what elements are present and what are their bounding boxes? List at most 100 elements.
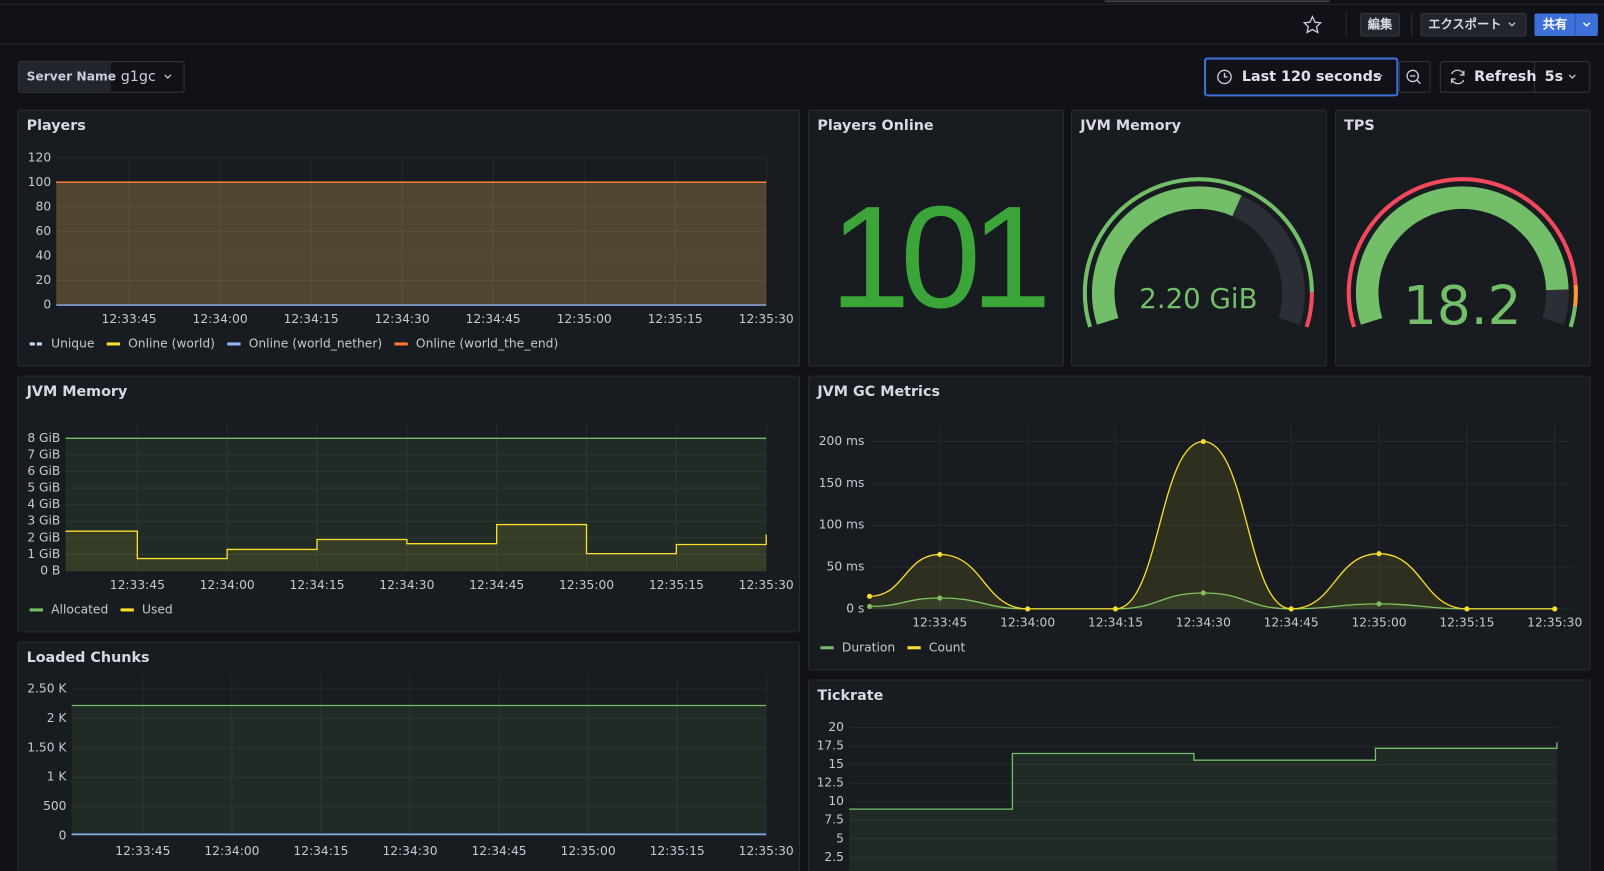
point — [1112, 606, 1119, 612]
y-tick-label: 7.5 — [824, 813, 844, 827]
zoom-out-button[interactable] — [1398, 61, 1431, 93]
x-tick-label: 12:35:00 — [1351, 616, 1406, 630]
y-tick-label: 50 ms — [827, 560, 865, 574]
gauge-threshold — [1573, 284, 1578, 307]
x-tick-label: 12:35:00 — [561, 844, 616, 858]
x-tick-label: 12:34:15 — [1088, 616, 1143, 630]
refresh-label: Refresh — [1474, 69, 1536, 85]
legend-label: Online (world) — [128, 336, 215, 350]
chevron — [1508, 22, 1516, 27]
x-tick-label: 12:35:00 — [559, 578, 614, 592]
x-tick-label: 12:34:45 — [1264, 616, 1319, 630]
point — [1376, 601, 1382, 607]
clock-icon — [1217, 69, 1232, 85]
y-tick-label: 5 GiB — [27, 481, 60, 495]
y-tick-label: 2 K — [47, 711, 68, 725]
x-tick-label: 12:33:45 — [115, 844, 170, 858]
zoom-icon — [1406, 69, 1419, 83]
y-tick-label: 200 ms — [819, 434, 865, 448]
y-tick-label: 80 — [36, 199, 52, 213]
share-button[interactable] — [1534, 13, 1598, 37]
share-menu-chevron[interactable] — [1583, 22, 1591, 27]
y-tick-label: 1 K — [47, 770, 68, 784]
area — [65, 438, 767, 572]
y-tick-label: 20 — [828, 720, 844, 734]
y-tick-label: 7 GiB — [27, 447, 60, 461]
y-tick-label: 150 ms — [819, 476, 865, 490]
y-tick-label: 6 GiB — [27, 464, 60, 478]
y-tick-label: 2.5 — [824, 850, 844, 864]
y-tick-label: 0 — [59, 828, 67, 842]
y-tick-label: 0 — [43, 298, 51, 312]
chevron — [1375, 74, 1383, 79]
y-tick-label: 10 — [828, 794, 844, 808]
panel-title: JVM GC Metrics — [816, 384, 940, 400]
gauge-value — [1092, 186, 1242, 325]
y-tick-label: 1.50 K — [27, 740, 67, 754]
x-tick-label: 12:35:30 — [739, 312, 794, 326]
x-tick-label: 12:35:30 — [1527, 616, 1582, 630]
gauge-threshold — [1082, 177, 1314, 328]
x-tick-label: 12:34:15 — [284, 312, 339, 326]
x-tick-label: 12:34:00 — [204, 844, 259, 858]
x-tick-label: 12:34:45 — [466, 312, 521, 326]
legend-label: Unique — [51, 336, 94, 350]
time-picker[interactable] — [1204, 57, 1399, 97]
x-tick-label: 12:35:30 — [739, 844, 794, 858]
y-tick-label: 100 — [28, 175, 51, 189]
y-tick-label: 15 — [828, 757, 844, 771]
area — [56, 182, 767, 306]
clock-hands — [1223, 72, 1228, 78]
x-tick-label: 12:34:30 — [375, 312, 430, 326]
area — [849, 742, 1557, 871]
area — [869, 592, 1555, 609]
chevron — [1568, 74, 1576, 79]
x-tick-label: 12:34:15 — [293, 844, 348, 858]
y-tick-label: 5 — [836, 831, 844, 845]
time-range: Last 120 seconds — [1242, 69, 1381, 85]
y-tick-label: 0 B — [40, 564, 60, 578]
legend-label: Count — [929, 640, 966, 654]
x-tick-label: 12:35:15 — [650, 844, 705, 858]
x-tick-label: 12:34:00 — [200, 578, 255, 592]
refresh-icon — [1450, 69, 1465, 85]
panel — [808, 109, 1064, 367]
chevron — [164, 74, 172, 79]
panel-title: Players Online — [817, 118, 934, 134]
area — [56, 182, 767, 306]
y-tick-label: 2 GiB — [27, 530, 60, 544]
star-button[interactable] — [1302, 14, 1323, 34]
panel-title: TPS — [1344, 118, 1375, 134]
area — [869, 441, 1555, 609]
point — [937, 595, 943, 601]
point — [1200, 438, 1206, 445]
refresh-interval: 5s — [1545, 69, 1563, 85]
export-button[interactable] — [1420, 13, 1527, 37]
y-tick-label: 100 ms — [819, 518, 865, 532]
x-tick-label: 12:35:00 — [557, 312, 612, 326]
panel — [17, 109, 800, 367]
edit-button[interactable] — [1360, 13, 1400, 37]
x-tick-label: 12:33:45 — [102, 312, 157, 326]
y-tick-label: 20 — [36, 273, 52, 287]
panel — [1071, 109, 1327, 367]
legend-label: Online (world_nether) — [249, 336, 382, 350]
x-tick-label: 12:35:15 — [649, 578, 704, 592]
x-tick-label: 12:34:30 — [382, 844, 437, 858]
variable-value: g1gc — [121, 69, 156, 85]
variable-label-bg — [18, 62, 111, 92]
zoom-icon-detail — [1410, 75, 1421, 85]
x-tick-label: 12:33:45 — [110, 578, 165, 592]
area — [71, 705, 767, 836]
refresh-picker[interactable] — [1439, 61, 1591, 93]
y-tick-label: 40 — [36, 248, 52, 262]
y-tick-label: 0 s — [846, 601, 864, 615]
x-tick-label: 12:34:45 — [471, 844, 526, 858]
y-tick-label: 500 — [43, 799, 66, 813]
x-tick-label: 12:33:45 — [912, 616, 967, 630]
point — [937, 551, 943, 558]
panel — [17, 375, 800, 633]
point — [866, 593, 873, 599]
